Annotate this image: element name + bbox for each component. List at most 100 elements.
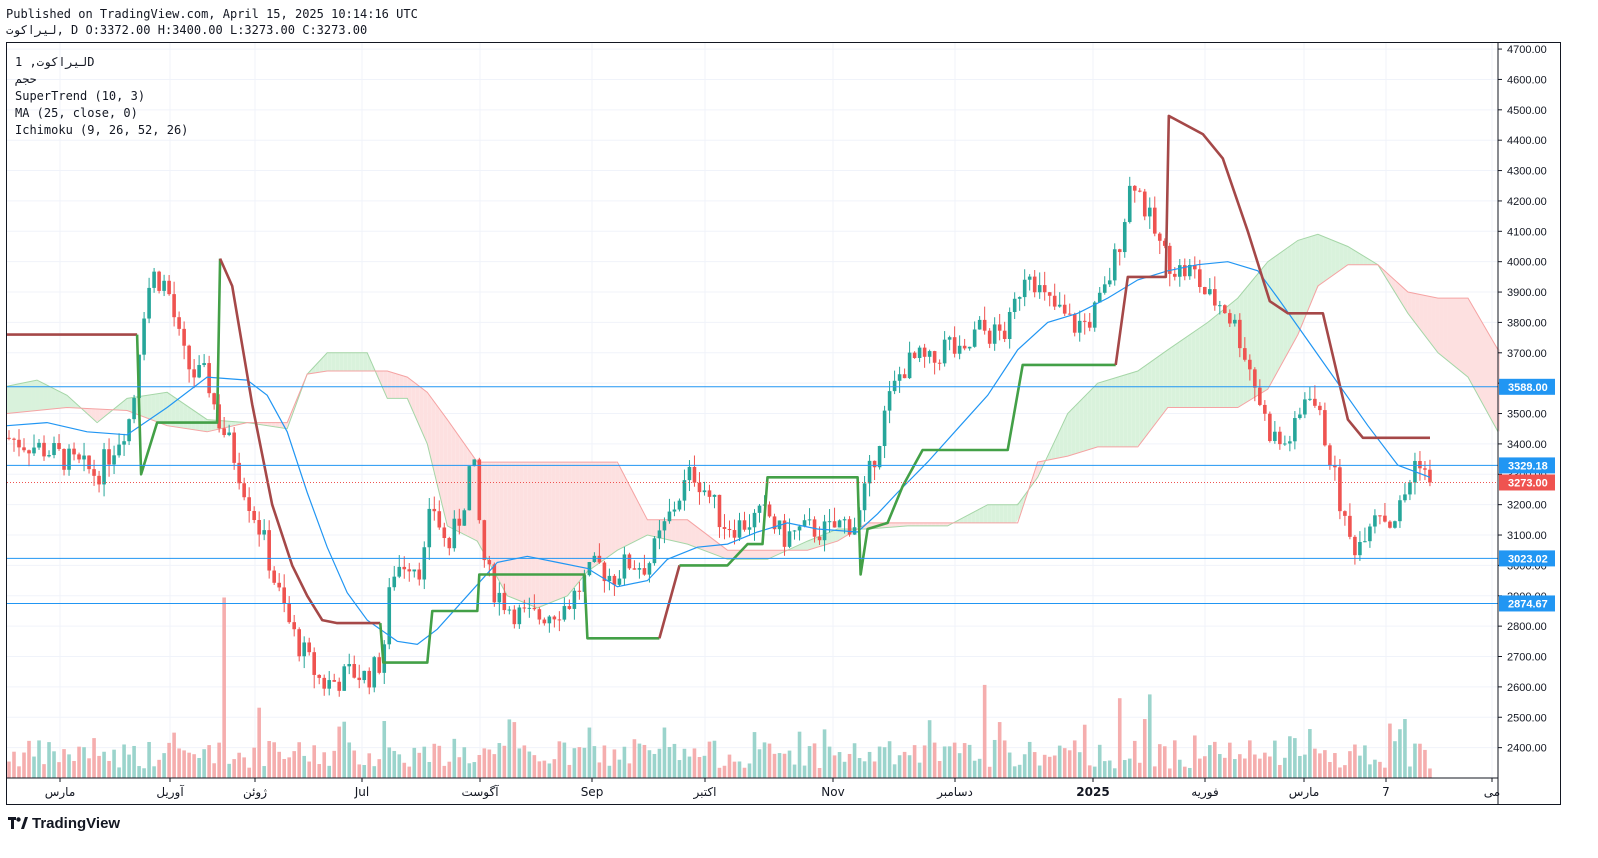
cloud-segment-bear	[679, 519, 684, 544]
cloud-segment-bear	[699, 528, 704, 551]
cloud-segment-bull	[159, 392, 164, 425]
candle-down	[707, 490, 712, 497]
candle-up	[572, 590, 577, 609]
volume-bar	[562, 742, 567, 778]
legend-ichimoku[interactable]: Ichimoku (9, 26, 52, 26)	[15, 123, 189, 137]
candle-down	[1002, 330, 1007, 340]
candle-down	[1418, 460, 1422, 469]
volume-bar	[392, 750, 397, 778]
cloud-segment-bear	[903, 522, 908, 527]
time-tick-label: آگوست	[461, 784, 499, 800]
volume-bar	[417, 752, 422, 778]
legend-supertrend[interactable]: SuperTrend (10, 3)	[15, 89, 146, 103]
volume-bar	[92, 738, 96, 778]
candle-down	[872, 460, 877, 468]
candle-up	[897, 374, 902, 381]
cloud-segment-bull	[315, 361, 320, 373]
legend-symbol[interactable]: ليراكوت, 1D	[15, 55, 95, 69]
candle-down	[292, 622, 296, 630]
cloud-segment-bull	[1135, 369, 1140, 447]
cloud-segment-bull	[63, 393, 68, 408]
legend-ma[interactable]: MA (25, close, 0)	[15, 106, 138, 120]
candle-down	[257, 520, 261, 535]
candle-down	[1243, 348, 1247, 360]
tradingview-brand[interactable]: TradingView	[8, 815, 120, 832]
volume-bar	[1418, 743, 1422, 778]
cloud-segment-bear	[507, 462, 512, 598]
candle-down	[1152, 207, 1157, 234]
volume-bar	[632, 739, 637, 778]
volume-bar	[7, 761, 11, 778]
cloud-segment-bear	[515, 462, 520, 601]
candle-up	[1187, 264, 1192, 277]
cloud-segment-bull	[1051, 439, 1056, 460]
volume-bar	[212, 763, 216, 778]
volume-bar	[677, 760, 682, 778]
volume-bar	[457, 757, 462, 778]
cloud-segment-bull	[827, 531, 832, 545]
volume-bar	[1092, 766, 1097, 778]
candle-down	[312, 652, 317, 675]
volume-bar	[297, 742, 301, 778]
volume-bar	[892, 764, 897, 778]
candle-up	[1122, 222, 1127, 253]
candle-down	[1423, 468, 1427, 470]
volume-bar	[492, 754, 497, 778]
candle-up	[372, 657, 377, 688]
cloud-segment-bear	[603, 462, 608, 561]
candle-down	[92, 469, 96, 476]
candle-up	[67, 448, 71, 470]
volume-bar	[197, 757, 201, 778]
cloud-segment-bear	[667, 519, 672, 541]
candle-up	[887, 391, 892, 411]
legend-volume[interactable]: حجم	[15, 72, 37, 86]
candle-up	[682, 480, 687, 501]
cloud-segment-bear	[499, 462, 504, 589]
candle-down	[87, 455, 91, 470]
candle-down	[182, 328, 186, 346]
volume-bar	[1052, 755, 1057, 778]
candle-down	[832, 521, 837, 528]
supertrend-down-segment	[658, 565, 681, 639]
cloud-segment-bear	[899, 522, 904, 527]
volume-bar	[1363, 745, 1367, 778]
cloud-segment-bear	[547, 462, 552, 604]
volume-bar	[597, 762, 602, 778]
cloud-segment-bull	[1007, 504, 1012, 523]
candle-up	[1177, 265, 1182, 277]
volume-bar	[62, 749, 66, 778]
volume-bar	[722, 765, 727, 778]
volume-bar	[292, 751, 296, 778]
candle-down	[297, 629, 301, 657]
senkou-span-a-line	[6, 233, 1499, 609]
candle-down	[557, 619, 562, 621]
cloud-segment-bull	[1343, 244, 1348, 268]
cloud-segment-bull	[203, 416, 208, 432]
volume-bar	[362, 765, 367, 778]
candle-down	[612, 575, 617, 585]
volume-bar	[662, 727, 667, 778]
last-price-badge-label: 3273.00	[1508, 477, 1548, 489]
cloud-segment-bear	[1471, 305, 1476, 392]
candle-down	[237, 462, 241, 484]
volume-bar	[837, 752, 842, 778]
volume-bar	[727, 754, 732, 778]
candle-up	[1037, 285, 1042, 293]
candle-down	[267, 530, 271, 571]
cloud-segment-bull	[1287, 244, 1292, 353]
volume-bar	[517, 748, 522, 778]
volume-bar	[1072, 740, 1077, 778]
candle-up	[797, 526, 802, 531]
candle-down	[222, 428, 226, 436]
time-tick-label: مارس	[1289, 785, 1320, 800]
volume-bar	[502, 745, 507, 778]
cloud-segment-bull	[1019, 496, 1024, 517]
supertrend-down-segment	[1114, 114, 1430, 440]
candle-up	[702, 490, 707, 493]
cloud-segment-bull	[1207, 319, 1212, 408]
cloud-segment-bull	[11, 384, 16, 414]
volume-bar	[272, 742, 276, 778]
volume-bar	[697, 756, 702, 778]
candle-down	[1388, 521, 1392, 528]
